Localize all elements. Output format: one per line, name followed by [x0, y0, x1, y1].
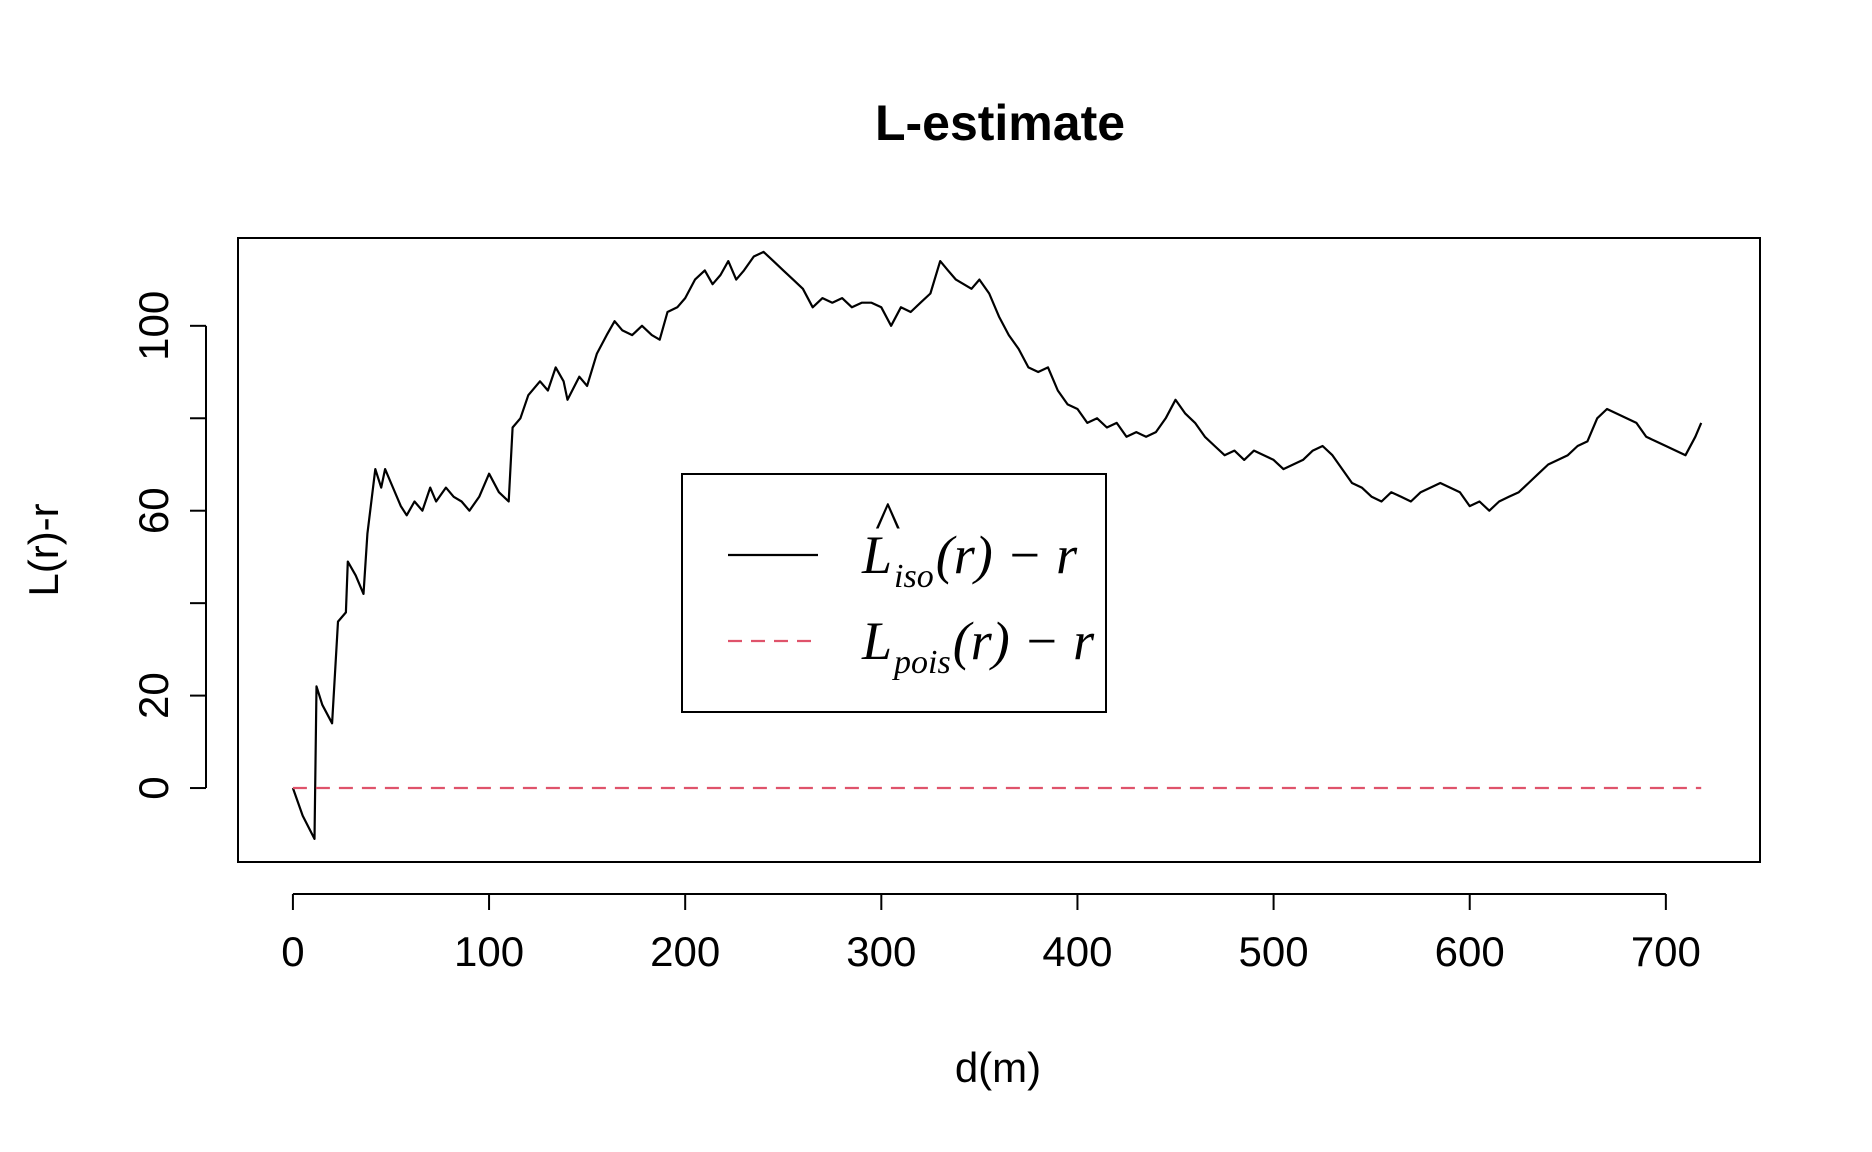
legend-symbol: L	[861, 525, 892, 585]
legend: Liso(r) − r^Lpois(r) − r	[681, 473, 1107, 713]
x-tick-label: 600	[1435, 928, 1505, 975]
x-tick-label: 500	[1239, 928, 1309, 975]
plot-frame	[237, 237, 1761, 863]
chart-title: L-estimate	[875, 95, 1125, 151]
x-tick-label: 400	[1042, 928, 1112, 975]
legend-tail: (r) − r	[936, 525, 1078, 585]
legend-label-L_iso: Liso(r) − r	[861, 525, 1078, 595]
y-tick-label: 100	[130, 291, 177, 361]
x-tick-label: 200	[650, 928, 720, 975]
x-axis-title: d(m)	[955, 1044, 1041, 1091]
y-tick-label: 0	[130, 776, 177, 799]
x-tick-label: 700	[1631, 928, 1701, 975]
legend-subscript: pois	[892, 644, 951, 681]
legend-hat: ^	[874, 491, 900, 551]
x-tick-label: 100	[454, 928, 524, 975]
legend-tail: (r) − r	[953, 611, 1095, 671]
legend-box	[681, 473, 1107, 713]
y-tick-label: 60	[130, 487, 177, 534]
axis-ticks: 0 100 200 300 400 500 600 700 0 20 60 100	[130, 291, 1701, 975]
y-axis-title: L(r)-r	[20, 503, 67, 596]
y-tick-label: 20	[130, 672, 177, 719]
legend-symbol: L	[861, 611, 892, 671]
legend-items: Liso(r) − r^Lpois(r) − r	[728, 491, 1095, 681]
series-layer	[291, 250, 1703, 841]
legend-subscript: iso	[894, 558, 934, 595]
series-line-L_iso	[291, 250, 1703, 841]
x-tick-label: 300	[846, 928, 916, 975]
x-tick-label: 0	[281, 928, 304, 975]
legend-label-L_pois: Lpois(r) − r	[861, 611, 1095, 681]
